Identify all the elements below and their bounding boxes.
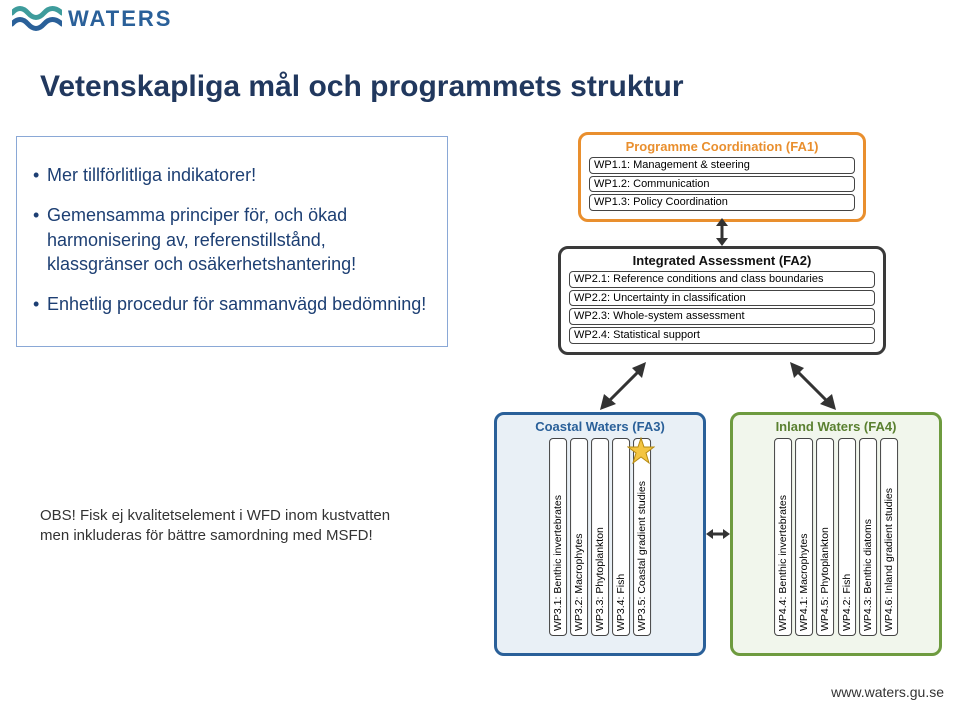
star-icon (627, 437, 655, 465)
fa4-box: Inland Waters (FA4) WP4.4: Benthic inver… (730, 412, 942, 656)
wp-row: WP1.2: Communication (589, 176, 855, 193)
fa3-columns: WP3.1: Benthic invertebrates WP3.2: Macr… (505, 438, 695, 636)
fa4-title: Inland Waters (FA4) (741, 419, 931, 434)
fa2-box: Integrated Assessment (FA2) WP2.1: Refer… (558, 246, 886, 355)
program-structure-diagram: Programme Coordination (FA1) WP1.1: Mana… (494, 132, 942, 672)
wp-col: WP4.6: Inland gradient studies (880, 438, 898, 636)
bullet-list: Mer tillförlitliga indikatorer! Gemensam… (33, 155, 431, 324)
arrow-fa1-fa2-icon (712, 218, 732, 246)
wp-col: WP4.1: Macrophytes (795, 438, 813, 636)
fa1-box: Programme Coordination (FA1) WP1.1: Mana… (578, 132, 866, 222)
logo-wave-icon (12, 6, 62, 32)
wp-row: WP2.1: Reference conditions and class bo… (569, 271, 875, 288)
fa2-title: Integrated Assessment (FA2) (569, 253, 875, 268)
fa4-columns: WP4.4: Benthic invertebrates WP4.1: Macr… (741, 438, 931, 636)
arrow-fa3-fa4-icon (706, 526, 730, 542)
wp-row: WP2.3: Whole-system assessment (569, 308, 875, 325)
bullet-item: Enhetlig procedur för sammanvägd bedömni… (33, 284, 431, 324)
wp-row: WP2.4: Statistical support (569, 327, 875, 344)
wp-col: WP3.5: Coastal gradient studies (633, 438, 651, 636)
fa3-box: Coastal Waters (FA3) WP3.1: Benthic inve… (494, 412, 706, 656)
wp-col: WP4.3: Benthic diatoms (859, 438, 877, 636)
fa1-title: Programme Coordination (FA1) (589, 139, 855, 154)
wp-col: WP3.2: Macrophytes (570, 438, 588, 636)
wp-col: WP3.1: Benthic invertebrates (549, 438, 567, 636)
wp-row: WP1.1: Management & steering (589, 157, 855, 174)
arrow-fa2-fa4-icon (782, 362, 842, 414)
logo-text: WATERS (68, 6, 172, 32)
wp-col: WP4.2: Fish (838, 438, 856, 636)
wp-row: WP2.2: Uncertainty in classification (569, 290, 875, 307)
bullet-box: Mer tillförlitliga indikatorer! Gemensam… (16, 136, 448, 347)
wp-col: WP4.5: Phytoplankton (816, 438, 834, 636)
page-title: Vetenskapliga mål och programmets strukt… (40, 70, 684, 104)
wp-col: WP3.4: Fish (612, 438, 630, 636)
arrow-fa2-fa3-icon (594, 362, 654, 414)
fa3-title: Coastal Waters (FA3) (505, 419, 695, 434)
note-text: OBS! Fisk ej kvalitetselement i WFD inom… (40, 506, 400, 547)
wp-row: WP1.3: Policy Coordination (589, 194, 855, 211)
wp-col: WP3.3: Phytoplankton (591, 438, 609, 636)
footer-url: www.waters.gu.se (831, 684, 944, 700)
wp-col: WP4.4: Benthic invertebrates (774, 438, 792, 636)
logo: WATERS (12, 6, 172, 32)
bullet-item: Mer tillförlitliga indikatorer! (33, 155, 431, 195)
bullet-item: Gemensamma principer för, och ökad harmo… (33, 195, 431, 284)
